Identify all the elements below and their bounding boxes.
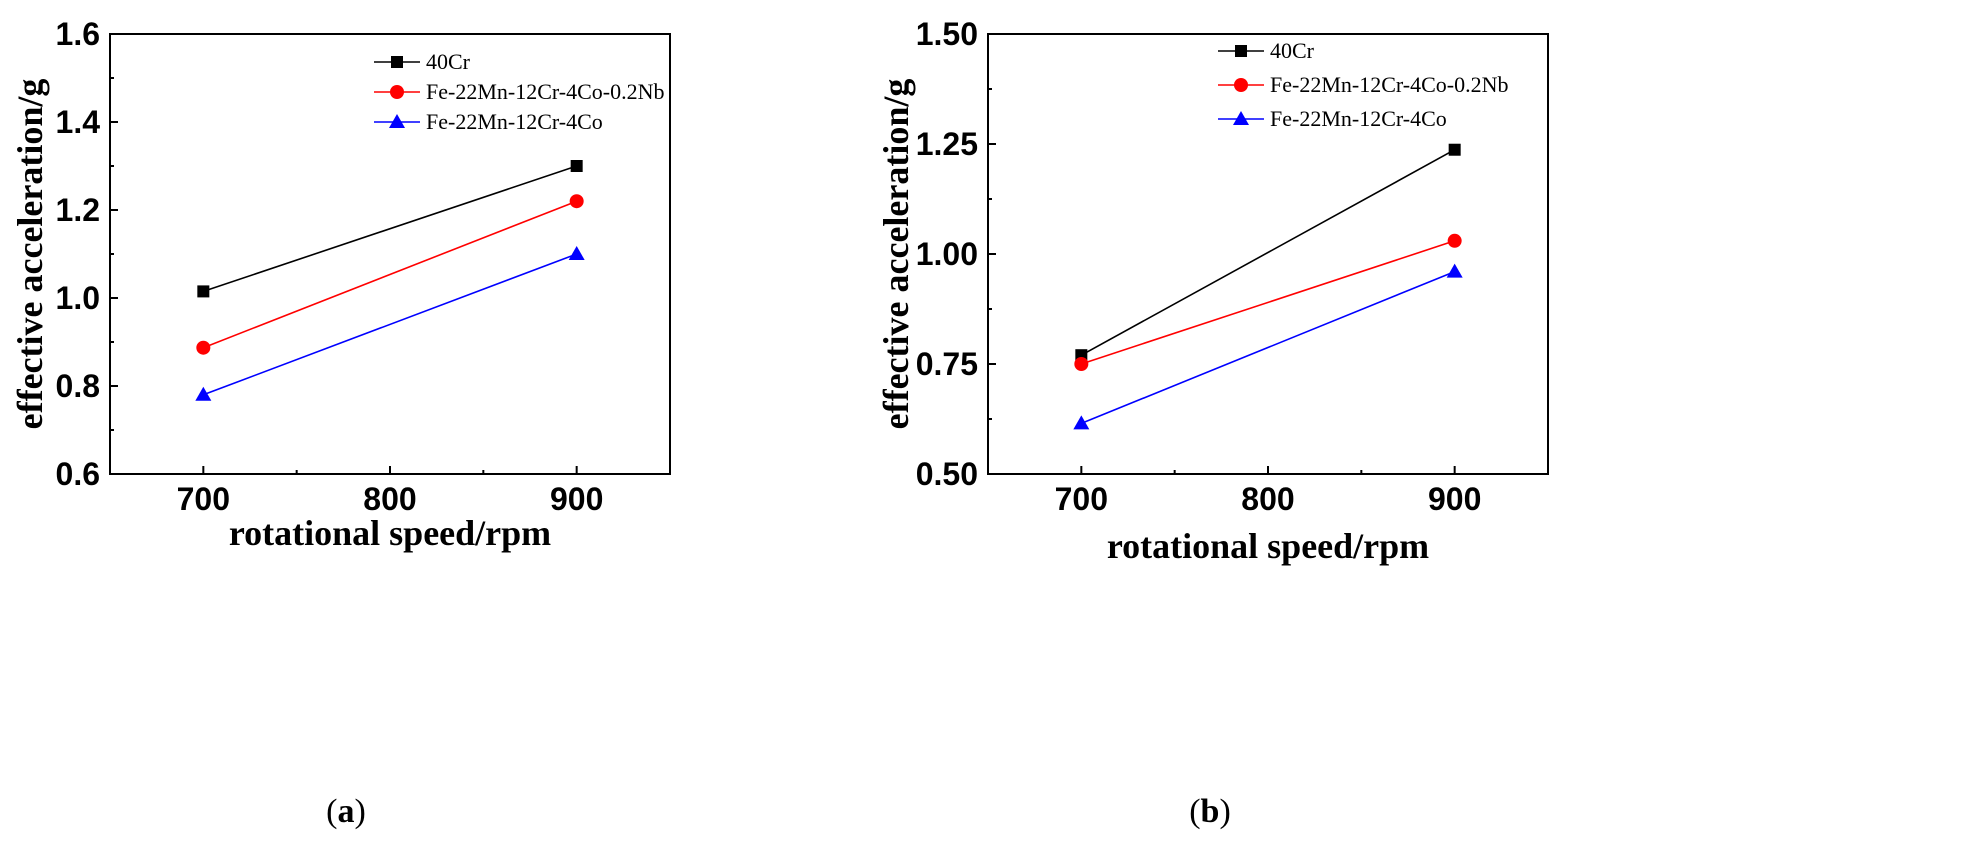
legend-marker	[390, 85, 404, 99]
series-line	[1080, 149, 1456, 356]
data-point	[1447, 233, 1462, 248]
legend-marker	[1235, 45, 1247, 57]
panel-caption-letter: a	[338, 793, 355, 830]
data-point	[1073, 415, 1090, 430]
y-tick-label: 1.50	[916, 16, 978, 52]
legend: 40Cr Fe-22Mn-12Cr-4Co-0.2Nb Fe-22Mn-12Cr-4…	[1218, 38, 1509, 131]
x-tick-label: 700	[1055, 481, 1108, 517]
y-tick-label: 0.8	[56, 368, 100, 404]
data-point	[1448, 143, 1461, 156]
legend-label: 40Cr	[426, 49, 471, 74]
data-point	[1074, 357, 1089, 371]
data-point	[197, 285, 210, 298]
y-tick-label: 1.0	[56, 280, 100, 316]
x-tick-label: 700	[177, 481, 230, 517]
y-tick-label: 1.00	[916, 236, 978, 272]
chart-panel-b: 700 800 900 0.50 0.75 1.00 1.25 1.50 40Cr Fe-22…	[876, 16, 1549, 830]
legend-marker	[391, 56, 403, 68]
series-line	[203, 165, 577, 293]
y-axis-ticks: 0.6 0.8 1.0 1.2 1.4 1.6	[56, 16, 118, 492]
legend-marker	[1234, 78, 1248, 92]
legend-label: 40Cr	[1270, 38, 1315, 63]
x-axis-label: rotational speed/rpm	[1107, 526, 1429, 566]
data-point	[569, 194, 584, 209]
legend: 40Cr Fe-22Mn-12Cr-4Co-0.2Nb Fe-22Mn-12Cr-4…	[374, 49, 665, 134]
series-line	[203, 253, 577, 396]
data-point	[195, 386, 212, 401]
panel-caption: (b)	[1189, 793, 1231, 830]
series-layer	[1073, 143, 1463, 430]
data-point	[196, 340, 211, 355]
y-tick-label: 1.4	[56, 104, 101, 140]
x-tick-label: 800	[1241, 481, 1294, 517]
series-line	[1081, 240, 1455, 365]
x-tick-label: 900	[550, 481, 603, 517]
x-tick-label: 800	[363, 481, 416, 517]
legend-marker	[1233, 111, 1249, 125]
y-axis-label: effective acceleration/g	[876, 79, 916, 430]
y-tick-label: 0.6	[56, 456, 100, 492]
x-tick-label: 900	[1428, 481, 1481, 517]
series-layer	[195, 160, 585, 401]
y-tick-label: 0.50	[916, 456, 978, 492]
series-line	[203, 200, 577, 349]
legend-label: Fe-22Mn-12Cr-4Co	[1270, 106, 1447, 131]
x-axis-ticks: 700 800 900	[1055, 466, 1481, 517]
data-point	[1446, 263, 1463, 278]
legend-label: Fe-22Mn-12Cr-4Co-0.2Nb	[426, 79, 665, 104]
chart-panel-a: 700 800 900 0.6 0.8 1.0 1.2 1.4 1.6 40Cr Fe-22Mn…	[10, 16, 671, 830]
data-point	[568, 246, 585, 260]
y-axis-ticks: 0.50 0.75 1.00 1.25 1.50	[916, 16, 996, 492]
legend-label: Fe-22Mn-12Cr-4Co-0.2Nb	[1270, 72, 1509, 97]
y-tick-label: 1.2	[56, 192, 100, 228]
legend-marker	[389, 114, 405, 128]
x-axis-ticks: 700 800 900	[177, 466, 603, 517]
series-line	[1081, 270, 1455, 425]
legend-label: Fe-22Mn-12Cr-4Co	[426, 109, 603, 134]
panel-caption-letter: b	[1201, 793, 1220, 830]
y-axis-label: effective acceleration/g	[10, 79, 50, 430]
plot-frame	[987, 33, 1549, 475]
panel-caption: (a)	[326, 793, 366, 830]
x-axis-label: rotational speed/rpm	[229, 513, 551, 553]
y-tick-label: 1.25	[916, 126, 978, 162]
data-point	[570, 160, 583, 172]
y-tick-label: 0.75	[916, 346, 978, 382]
y-tick-label: 1.6	[56, 16, 100, 52]
